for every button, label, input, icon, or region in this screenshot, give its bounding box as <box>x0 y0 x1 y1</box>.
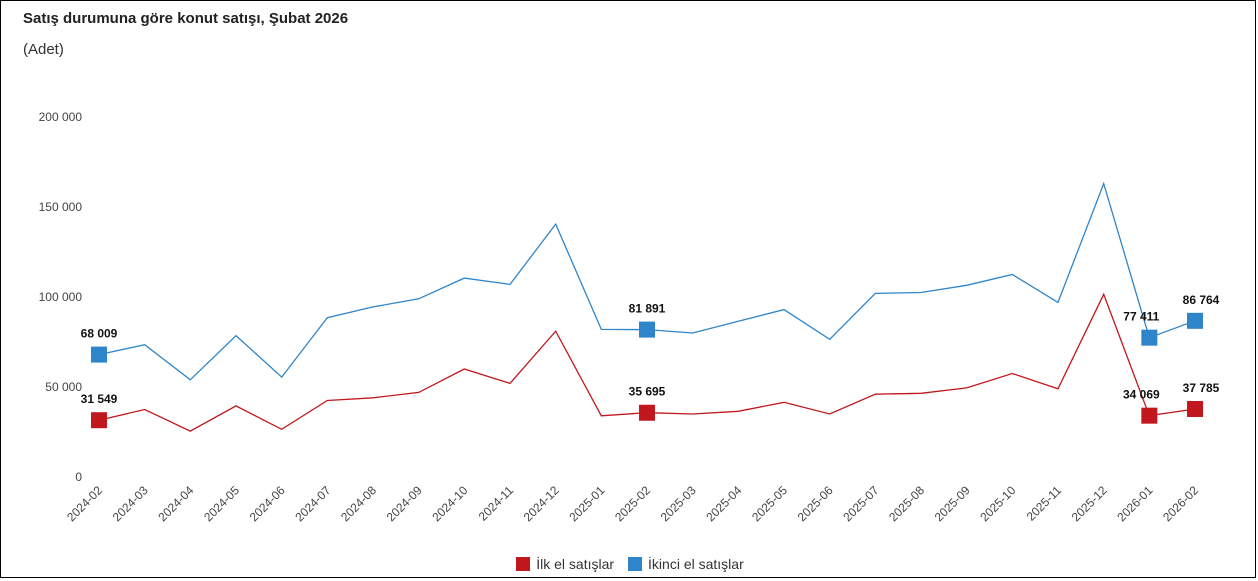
x-axis: 2024-02 2024-03 2024-04 2024-05 2024-06 2024-… <box>64 483 1201 524</box>
y-tick-label: 200 000 <box>39 110 83 124</box>
x-tick-label: 2025-09 <box>932 483 973 524</box>
data-label: 86 764 <box>1183 293 1220 307</box>
x-tick-label: 2025-02 <box>612 483 653 524</box>
x-tick-label: 2024-10 <box>429 483 470 524</box>
data-label: 37 785 <box>1183 381 1220 395</box>
data-label: 77 411 <box>1123 310 1159 324</box>
data-point-marker[interactable] <box>1187 312 1203 329</box>
x-tick-label: 2024-07 <box>292 483 333 524</box>
x-tick-label: 2025-10 <box>977 483 1018 524</box>
y-tick-label: 150 000 <box>39 200 83 214</box>
data-point-marker[interactable] <box>1141 329 1158 346</box>
data-label: 35 695 <box>629 385 666 399</box>
x-tick-label: 2025-01 <box>566 483 607 524</box>
data-point-marker[interactable] <box>1141 407 1158 424</box>
data-point-marker[interactable] <box>1187 400 1203 417</box>
x-tick-label: 2024-05 <box>201 483 242 524</box>
x-tick-label: 2024-04 <box>155 483 196 524</box>
x-tick-label: 2024-11 <box>476 483 517 524</box>
x-tick-label: 2024-06 <box>247 483 288 524</box>
data-point-marker[interactable] <box>91 412 107 429</box>
data-point-marker[interactable] <box>639 321 655 338</box>
data-label: 81 891 <box>629 302 666 316</box>
x-tick-label: 2024-02 <box>64 483 105 524</box>
legend-item-second-hand[interactable]: İkinci el satışlar <box>628 556 744 572</box>
x-tick-label: 2025-07 <box>840 483 881 524</box>
legend: İlk el satışlar İkinci el satışlar <box>1 556 1258 572</box>
x-tick-label: 2025-12 <box>1069 483 1110 524</box>
x-tick-label: 2025-05 <box>749 483 790 524</box>
legend-swatch-first-hand <box>516 557 531 571</box>
data-label: 68 009 <box>81 327 118 341</box>
x-tick-label: 2025-03 <box>658 483 699 524</box>
x-tick-label: 2024-08 <box>338 483 379 524</box>
x-tick-label: 2024-12 <box>521 483 562 524</box>
unit-label: (Adet) <box>23 41 64 58</box>
x-tick-label: 2026-01 <box>1114 483 1155 524</box>
series-markers <box>91 312 1203 429</box>
x-tick-label: 2024-03 <box>110 483 151 524</box>
x-tick-label: 2025-11 <box>1024 483 1065 524</box>
series-line-1 <box>98 181 1196 381</box>
legend-label-second-hand: İkinci el satışlar <box>648 556 744 572</box>
y-tick-label: 100 000 <box>39 290 83 304</box>
data-label: 34 069 <box>1123 388 1160 402</box>
data-point-marker[interactable] <box>639 404 655 421</box>
data-point-marker[interactable] <box>91 346 107 363</box>
y-tick-label: 50 000 <box>45 380 82 394</box>
y-axis: 0 50 000 100 000 150 000 200 000 <box>39 110 83 484</box>
x-tick-label: 2024-09 <box>384 483 425 524</box>
x-tick-label: 2025-08 <box>886 483 927 524</box>
y-tick-label: 0 <box>75 470 82 484</box>
legend-item-first-hand[interactable]: İlk el satışlar <box>516 556 614 572</box>
legend-label-first-hand: İlk el satışlar <box>536 556 615 572</box>
chart-title: Satış durumuna göre konut satışı, Şubat … <box>23 10 349 27</box>
x-tick-label: 2026-02 <box>1160 483 1201 524</box>
data-label: 31 549 <box>81 392 118 406</box>
legend-swatch-second-hand <box>628 557 643 571</box>
x-tick-label: 2025-04 <box>703 483 744 524</box>
data-labels: 31 549 35 695 34 069 37 785 68 009 81 891 77 4… <box>81 293 1220 406</box>
x-tick-label: 2025-06 <box>795 483 836 524</box>
